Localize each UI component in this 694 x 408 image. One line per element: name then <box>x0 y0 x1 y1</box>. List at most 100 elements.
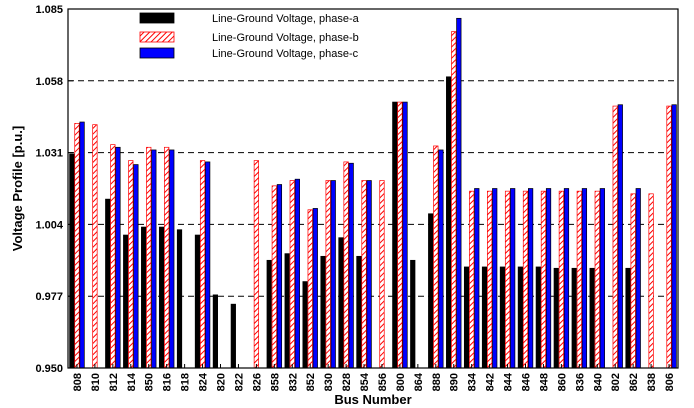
legend: Line-Ground Voltage, phase-a Line-Ground… <box>139 12 360 60</box>
x-tick-labels: 808 810 812 814 850 816 818 824 820 822 826 858 832 8… <box>72 364 676 391</box>
x-tick-label-858: 858 <box>269 373 281 391</box>
bar-840-phase-a <box>589 267 595 369</box>
bar-806-phase-c <box>671 104 677 369</box>
bar-860-phase-a <box>553 267 559 369</box>
bar-820-phase-a <box>212 294 218 369</box>
bar-812-phase-c <box>115 146 121 369</box>
y-tick-label: 1.004 <box>35 219 63 231</box>
bar-828-phase-c <box>348 162 354 369</box>
bar-840-phase-c <box>599 188 605 369</box>
bar-888-phase-a <box>428 213 434 369</box>
x-tick-label-864: 864 <box>413 372 425 391</box>
bar-858-phase-b <box>271 185 277 369</box>
y-tick-label: 1.031 <box>35 148 63 160</box>
x-tick-label-810: 810 <box>90 373 102 391</box>
y-tick-label: 0.977 <box>35 291 63 303</box>
bar-846-phase-c <box>527 188 534 369</box>
legend-swatch-phase-a <box>139 12 175 24</box>
bar-854-phase-a <box>356 255 362 369</box>
bar-888-phase-b <box>433 145 439 369</box>
x-tick-label-820: 820 <box>216 373 228 391</box>
bar-842-phase-c <box>492 188 498 369</box>
bar-832-phase-a <box>284 253 290 369</box>
bar-850-phase-b <box>146 146 152 369</box>
bar-858-phase-a <box>266 259 272 369</box>
bar-850-phase-c <box>151 149 157 369</box>
bar-808-phase-b <box>74 122 80 369</box>
bar-834-phase-a <box>463 266 470 369</box>
x-tick-label-832: 832 <box>287 373 299 391</box>
bar-814-phase-a <box>123 234 129 369</box>
x-tick-label-802: 802 <box>610 373 622 391</box>
bar-848-phase-a <box>535 266 541 369</box>
bar-812-phase-a <box>105 198 111 369</box>
bar-850-phase-a <box>141 226 147 369</box>
x-tick-label-822: 822 <box>233 373 245 391</box>
bar-830-phase-b <box>325 180 331 369</box>
x-tick-label-812: 812 <box>108 373 120 391</box>
bar-822-phase-a <box>230 303 236 369</box>
bar-814-phase-b <box>128 160 134 369</box>
bar-802-phase-c <box>617 104 623 369</box>
x-tick-label-806: 806 <box>664 373 676 391</box>
x-tick-label-816: 816 <box>162 373 174 391</box>
x-tick-label-826: 826 <box>251 373 263 391</box>
y-tick-labels: 0.950 0.977 1.004 1.031 1.058 1.085 <box>35 4 63 375</box>
x-tick-label-850: 850 <box>144 373 156 391</box>
bars <box>69 17 677 369</box>
bar-834-phase-c <box>474 188 480 369</box>
x-tick-label-848: 848 <box>538 373 550 391</box>
y-tick-label: 0.950 <box>35 363 63 375</box>
x-tick-label-818: 818 <box>180 373 192 391</box>
bar-816-phase-a <box>158 226 165 369</box>
bar-834-phase-b <box>469 190 475 369</box>
legend-label-phase-b: Line-Ground Voltage, phase-b <box>212 32 359 44</box>
bar-828-phase-b <box>343 161 349 369</box>
bar-812-phase-b <box>110 144 116 369</box>
bar-816-phase-b <box>164 146 170 369</box>
bar-816-phase-c <box>169 149 175 369</box>
x-tick-label-828: 828 <box>341 373 353 391</box>
bar-852-phase-b <box>307 209 313 369</box>
bar-818-phase-a <box>176 229 183 369</box>
bar-842-phase-a <box>481 266 488 369</box>
bar-800-phase-c <box>402 101 408 369</box>
x-tick-label-830: 830 <box>323 373 335 391</box>
bar-830-phase-a <box>320 255 326 369</box>
bar-864-phase-a <box>410 259 416 369</box>
bar-826-phase-b <box>253 160 259 369</box>
legend-label-phase-a: Line-Ground Voltage, phase-a <box>212 13 360 25</box>
bar-840-phase-b <box>594 190 600 369</box>
bar-858-phase-c <box>276 184 283 369</box>
x-tick-label-814: 814 <box>126 372 138 391</box>
legend-label-phase-c: Line-Ground Voltage, phase-c <box>212 48 359 60</box>
bar-832-phase-b <box>289 180 295 369</box>
bar-824-phase-b <box>199 160 206 369</box>
bar-800-phase-b <box>397 101 403 369</box>
bar-842-phase-b <box>487 190 493 369</box>
bar-832-phase-c <box>294 178 300 369</box>
legend-swatch-phase-b <box>139 31 175 43</box>
bar-836-phase-a <box>571 267 577 369</box>
y-axis-label: Voltage Profile [p.u.] <box>10 126 25 251</box>
bar-836-phase-c <box>581 188 588 369</box>
bar-860-phase-b <box>558 190 564 369</box>
bar-856-phase-b <box>379 180 385 369</box>
y-tick-label: 1.085 <box>35 4 63 16</box>
x-tick-label-838: 838 <box>646 373 658 391</box>
x-tick-label-856: 856 <box>377 373 389 391</box>
bar-848-phase-b <box>540 190 547 369</box>
x-tick-label-862: 862 <box>628 373 640 391</box>
bar-846-phase-b <box>522 190 529 369</box>
x-tick-label-842: 842 <box>485 373 497 391</box>
bar-800-phase-a <box>392 101 398 369</box>
bar-890-phase-a <box>446 76 452 369</box>
bar-828-phase-a <box>338 237 344 369</box>
bar-860-phase-c <box>563 188 570 369</box>
bar-824-phase-c <box>205 161 211 369</box>
x-tick-label-800: 800 <box>395 373 407 391</box>
bar-890-phase-c <box>456 17 462 369</box>
x-axis-label: Bus Number <box>334 392 411 407</box>
bar-890-phase-b <box>451 31 457 369</box>
